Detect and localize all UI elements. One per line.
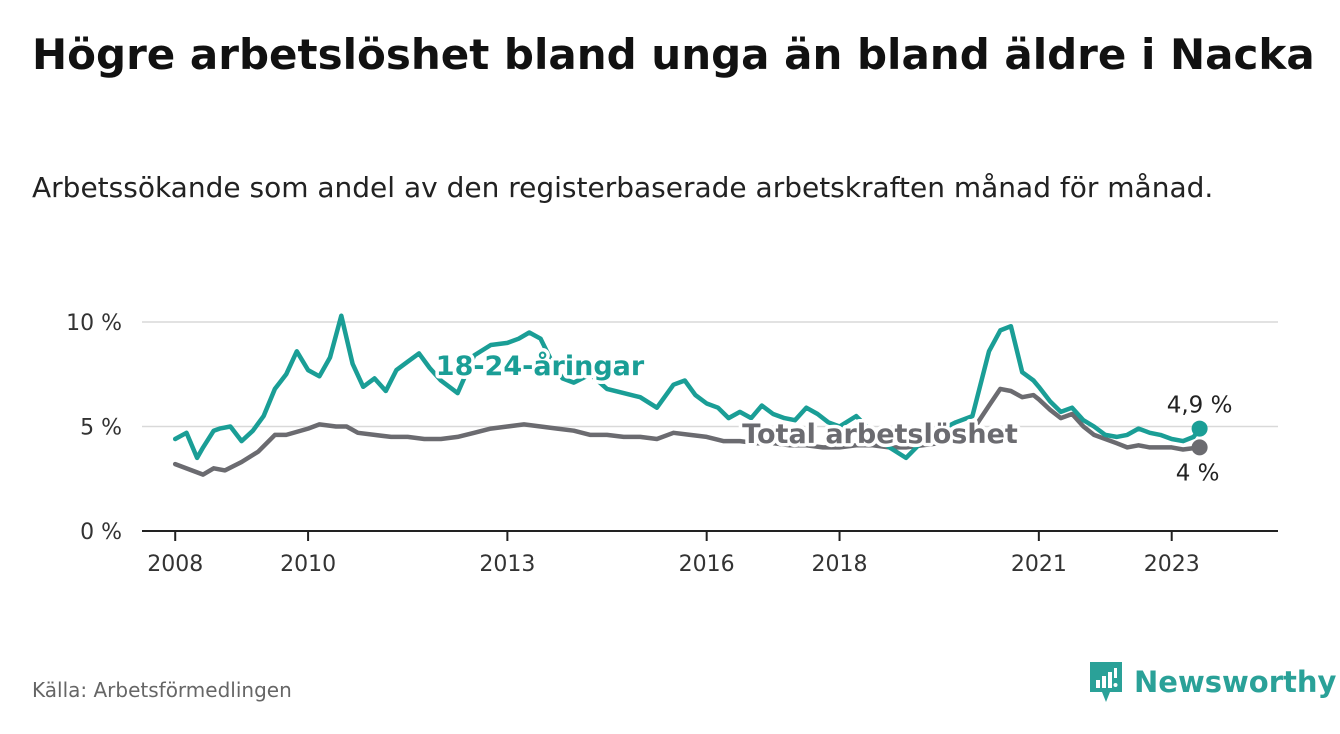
end-label-youth: 4,9 %: [1167, 393, 1233, 419]
series-end-point: [1191, 439, 1208, 456]
x-tick-label: 2013: [479, 552, 535, 577]
series-line-youth: [172, 313, 1202, 461]
series-lines: [172, 313, 1208, 477]
x-tick-label: 2008: [147, 552, 203, 577]
x-tick-label: 2021: [1011, 552, 1067, 577]
series-line-total: [172, 386, 1202, 477]
x-tick-label: 2023: [1144, 552, 1200, 577]
series-labels: 18-24-åringar Total arbetslöshet 4,9 % 4 %: [432, 347, 1236, 490]
x-tick-label: 2018: [812, 552, 868, 577]
end-label-total: 4 %: [1176, 460, 1220, 486]
x-tick-label: 2010: [280, 552, 336, 577]
y-tick-label: 10 %: [66, 311, 122, 336]
chart-title: Högre arbetslöshet bland unga än bland ä…: [32, 30, 1315, 79]
series-end-point: [1191, 420, 1208, 437]
brand[interactable]: Newsworthy: [1088, 660, 1336, 704]
series-label-total: Total arbetslöshet: [742, 419, 1018, 450]
chart-subtitle: Arbetssökande som andel av den registerb…: [32, 171, 1214, 204]
x-axis: 2008 2010 2013 2016 2018 2021 2023: [142, 530, 1278, 577]
y-tick-label: 0 %: [80, 520, 122, 545]
x-tick-label: 2016: [679, 552, 735, 577]
y-tick-label: 5 %: [80, 416, 122, 441]
source-note: Källa: Arbetsförmedlingen: [32, 678, 292, 702]
y-axis-ticks: 0 % 5 % 10 %: [66, 311, 122, 545]
series-label-youth: 18-24-åringar: [436, 350, 645, 382]
brand-name: Newsworthy: [1134, 665, 1337, 699]
newsworthy-logo-icon: [1090, 662, 1122, 702]
